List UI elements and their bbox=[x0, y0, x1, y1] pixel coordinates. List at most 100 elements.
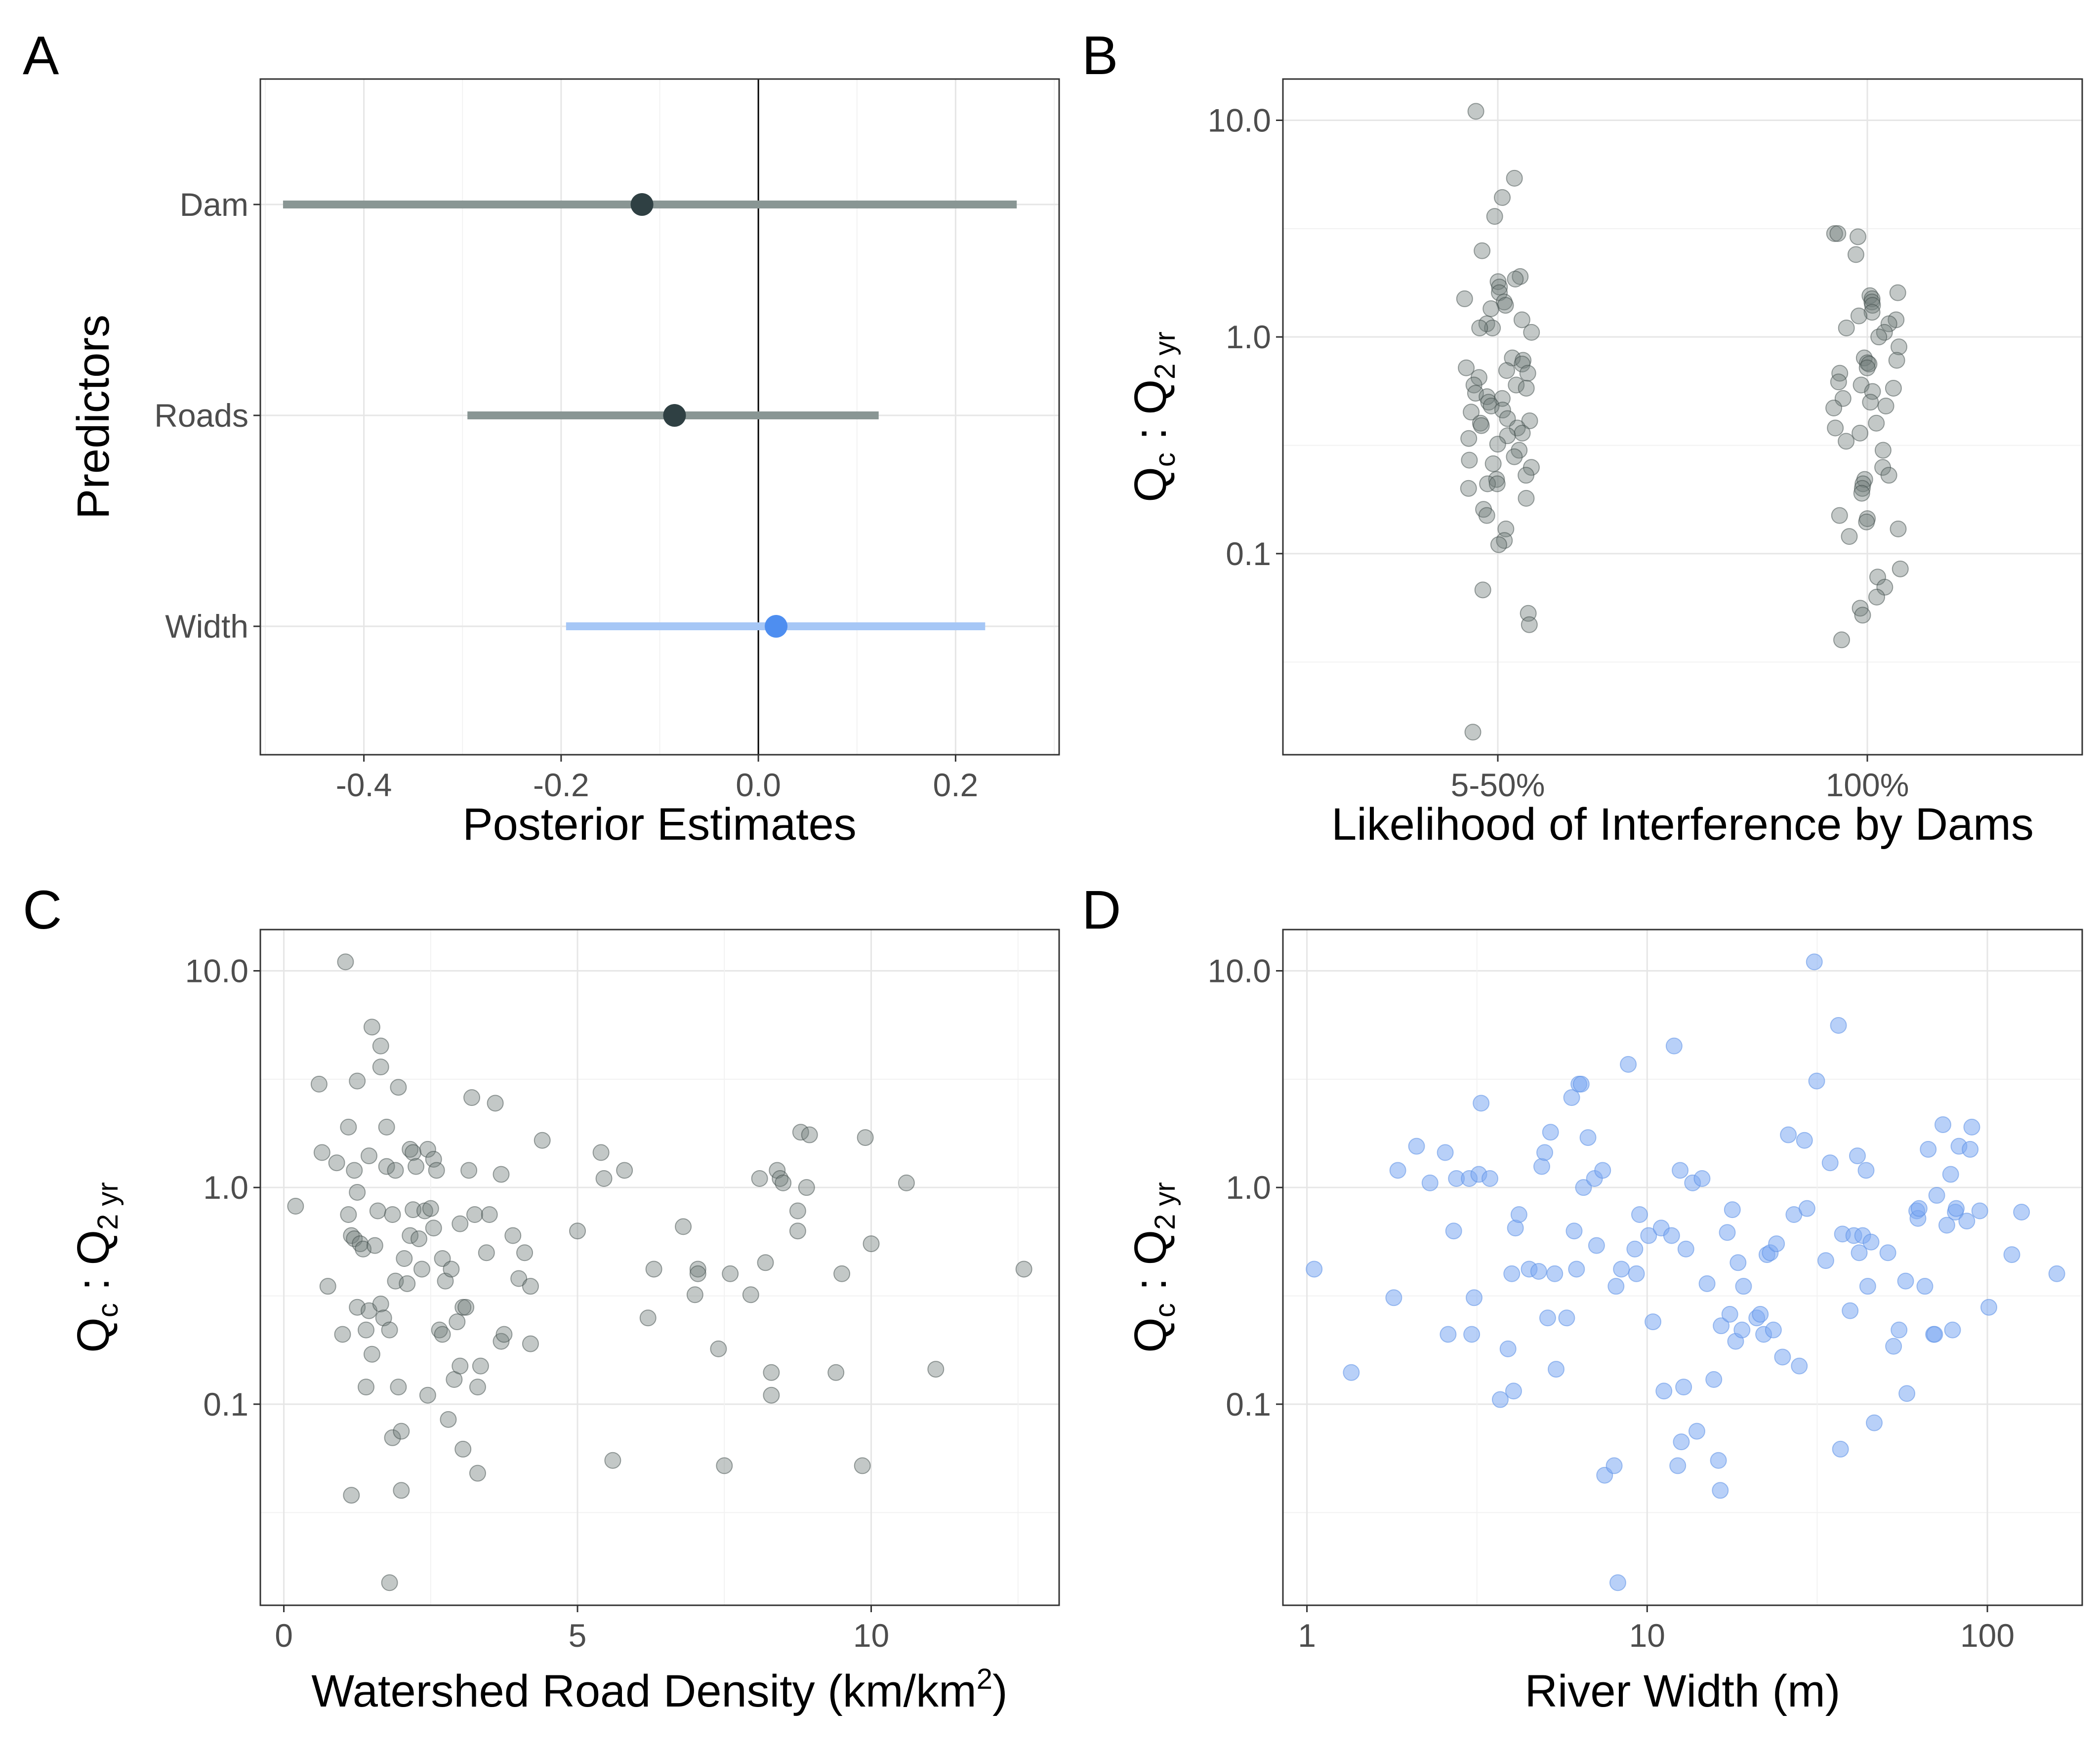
panel-b-point bbox=[1521, 412, 1538, 430]
panel-d-point bbox=[1920, 1140, 1937, 1158]
panel-b-point bbox=[1458, 359, 1475, 376]
panel-b-point bbox=[1512, 268, 1529, 285]
panel-d-point bbox=[1473, 1095, 1490, 1112]
panel-d-point bbox=[1926, 1326, 1943, 1343]
panel-a-x-title: Posterior Estimates bbox=[462, 799, 857, 850]
panel-b-point bbox=[1518, 467, 1535, 484]
panel-d-point bbox=[1607, 1278, 1625, 1295]
panel-b-point bbox=[1863, 304, 1881, 321]
panel-b-point bbox=[1877, 398, 1894, 415]
panel-c-point bbox=[460, 1162, 478, 1179]
panel-c-point bbox=[419, 1140, 436, 1158]
panel-b-point bbox=[1518, 379, 1535, 397]
panel-c-point bbox=[801, 1126, 818, 1143]
panel-b-point bbox=[1504, 349, 1521, 366]
panel-b-point bbox=[1849, 228, 1866, 245]
panel-d-point bbox=[1885, 1338, 1902, 1355]
panel-b-plot: 0.1 1.0 10.0 5-50% 100% Likelihood of Inter… bbox=[1125, 78, 2083, 850]
panel-d-point bbox=[1663, 1227, 1680, 1244]
panel-d-point bbox=[1821, 1154, 1839, 1172]
panel-a-x-axis: -0.4 -0.2 0.0 0.2 bbox=[336, 755, 979, 803]
panel-d-point bbox=[1665, 1037, 1683, 1055]
panel-d-y-axis: 0.1 1.0 10.0 bbox=[1208, 952, 1283, 1423]
panel-a-y-tick-label: Dam bbox=[180, 186, 248, 223]
panel-c-point bbox=[639, 1309, 657, 1327]
panel-d-y-tick-label: 0.1 bbox=[1226, 1386, 1271, 1423]
panel-d-gridlines bbox=[1283, 930, 2082, 1605]
panel-d-x-title: River Width (m) bbox=[1525, 1666, 1841, 1716]
panel-d-point bbox=[1705, 1371, 1723, 1388]
panel-c-point bbox=[378, 1118, 395, 1136]
panel-d-y-tick-label: 1.0 bbox=[1226, 1169, 1271, 1206]
panel-d-point bbox=[1539, 1309, 1556, 1327]
panel-a-y-axis: Dam Roads Width bbox=[154, 186, 260, 645]
panel-d-point bbox=[1897, 1272, 1914, 1290]
panel-d-point bbox=[1942, 1166, 1959, 1183]
panel-d-point bbox=[1385, 1289, 1402, 1306]
panel-d-point bbox=[1698, 1275, 1716, 1292]
panel-d-point bbox=[1306, 1261, 1323, 1278]
panel-d-point bbox=[1713, 1317, 1730, 1335]
panel-c-point bbox=[319, 1278, 336, 1295]
panel-d-x-tick-label: 10 bbox=[1629, 1617, 1665, 1654]
panel-b-label: B bbox=[1082, 25, 1118, 86]
panel-d-point bbox=[1733, 1321, 1751, 1339]
panel-b-point bbox=[1853, 485, 1870, 502]
panel-d-point bbox=[1546, 1265, 1564, 1282]
panel-a-x-tick-label: 0.2 bbox=[933, 767, 979, 803]
panel-d-point bbox=[1817, 1252, 1834, 1269]
panel-d-point bbox=[1910, 1200, 1928, 1217]
panel-a-x-tick-label: -0.2 bbox=[533, 767, 589, 803]
panel-b-point bbox=[1491, 279, 1508, 296]
panel-c-point bbox=[481, 1206, 498, 1223]
panel-c-point bbox=[534, 1132, 551, 1149]
panel-d-point bbox=[1408, 1138, 1425, 1155]
panel-c-point bbox=[857, 1129, 874, 1146]
panel-d-point bbox=[1677, 1240, 1694, 1258]
panel-c-point bbox=[425, 1150, 442, 1168]
panel-d-point bbox=[1421, 1174, 1439, 1191]
panel-c-point bbox=[443, 1261, 460, 1278]
panel-c-point bbox=[716, 1457, 733, 1474]
panel-d-point bbox=[1565, 1222, 1583, 1240]
panel-d-point bbox=[1575, 1179, 1592, 1196]
panel-d-plot-area bbox=[1283, 930, 2082, 1605]
panel-c-point bbox=[393, 1423, 410, 1440]
panel-b-point bbox=[1494, 189, 1511, 206]
panel-b-point bbox=[1858, 513, 1875, 530]
panel-c-point bbox=[399, 1275, 416, 1292]
panel-c-point bbox=[363, 1018, 380, 1036]
panel-d-point bbox=[1626, 1240, 1644, 1258]
panel-b-point bbox=[1513, 311, 1530, 328]
panel-c-point bbox=[372, 1296, 389, 1313]
panel-c-point bbox=[349, 1183, 366, 1201]
panel-b-point bbox=[1892, 560, 1909, 577]
panel-d-point bbox=[1796, 1132, 1813, 1149]
panel-b-point bbox=[1829, 225, 1847, 242]
panel-a-y-tick-label: Width bbox=[165, 608, 248, 645]
panel-c-point bbox=[710, 1340, 727, 1357]
panel-b-gridlines bbox=[1283, 79, 2082, 755]
panel-c-x-tick-label: 0 bbox=[275, 1617, 293, 1654]
panel-d-point bbox=[1613, 1261, 1630, 1278]
panel-c-point bbox=[863, 1235, 880, 1253]
panel-a-estimate-roads bbox=[663, 404, 686, 427]
panel-b-point bbox=[1486, 208, 1503, 225]
panel-b-point bbox=[1831, 365, 1849, 382]
panel-d-point bbox=[1503, 1265, 1521, 1282]
panel-b-point bbox=[1489, 436, 1506, 453]
panel-a-frame bbox=[259, 78, 1060, 756]
panel-d-point bbox=[1735, 1278, 1752, 1295]
panel-d-point bbox=[1832, 1440, 1849, 1458]
panel-c-point bbox=[478, 1244, 495, 1262]
panel-d-point bbox=[1791, 1357, 1808, 1375]
panel-d-point bbox=[1752, 1305, 1769, 1323]
panel-d-point bbox=[1620, 1056, 1637, 1073]
panel-b-y-tick-label: 0.1 bbox=[1226, 535, 1271, 572]
panel-c-point bbox=[463, 1089, 481, 1106]
panel-b-point bbox=[1460, 430, 1478, 447]
panel-d-point bbox=[1724, 1201, 1741, 1219]
panel-c-point bbox=[434, 1326, 451, 1343]
panel-d-point bbox=[1962, 1140, 1979, 1158]
panel-c-plot: 0.1 1.0 10.0 0 5 10 Watershed Road Density (… bbox=[68, 929, 1060, 1716]
